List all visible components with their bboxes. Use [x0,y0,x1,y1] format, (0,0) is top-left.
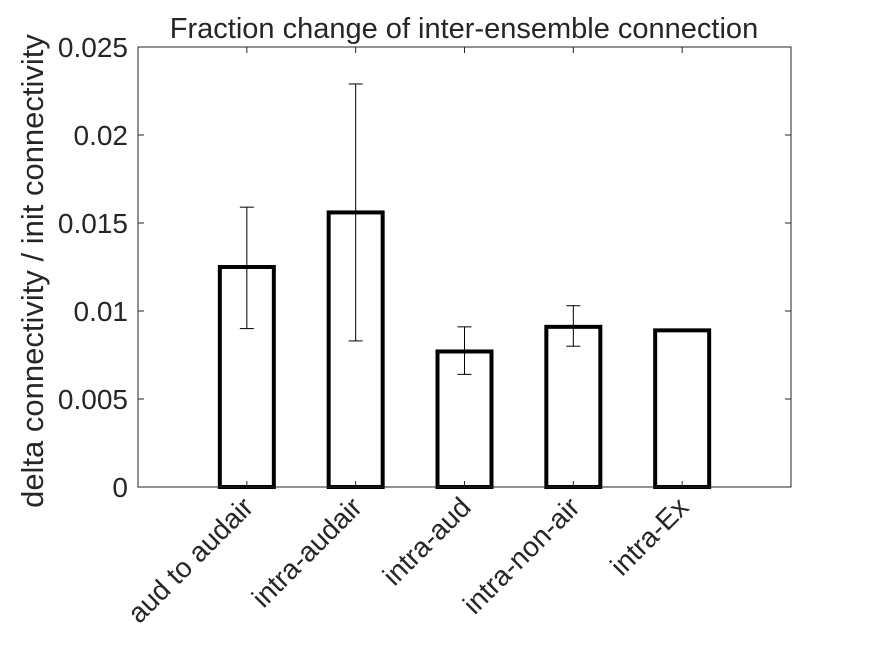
y-ticks-layer: 0 0.005 0.01 0.015 0.02 0.025 [58,32,791,503]
error-bar-1 [348,83,363,342]
y-tick-label-3: 0.015 [58,208,128,239]
error-bar-2 [457,326,472,375]
y-tick-label-2: 0.01 [74,296,129,327]
x-tick-label-1: intra-audair [246,491,368,613]
error-bar-0 [239,206,254,330]
chart-title: Fraction change of inter-ensemble connec… [170,13,758,45]
y-tick-label-0: 0 [112,472,128,503]
bar-3 [544,324,603,489]
error-bar-3 [566,305,581,347]
x-tick-label-4: intra-Ex [604,491,694,581]
x-tick-label-3: intra-non-air [457,491,586,620]
x-tick-label-0: aud to audair [122,491,260,629]
bar-4 [653,328,712,489]
y-tick-label-5: 0.025 [58,32,128,63]
y-tick-label-4: 0.02 [74,120,129,151]
error-bars-layer [239,83,581,375]
x-tick-label-2: intra-aud [377,491,477,591]
y-tick-label-1: 0.005 [58,384,128,415]
y-axis-label: delta connectivity / init connectivity [15,34,50,508]
